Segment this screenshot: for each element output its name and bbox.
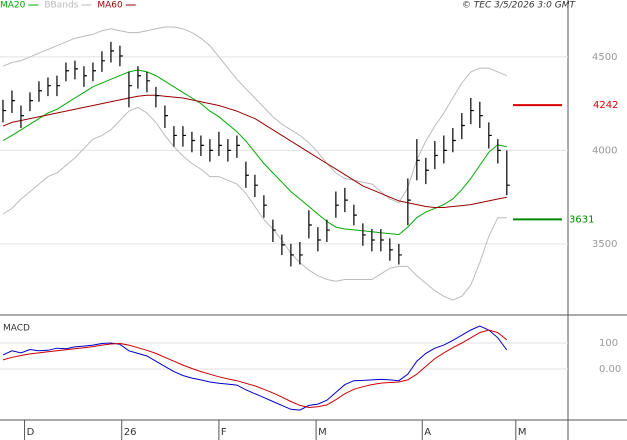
- legend-label: MA60: [97, 1, 123, 11]
- price-bar: [326, 219, 330, 243]
- price-bar: [389, 238, 393, 261]
- macd-line: [2, 329, 508, 409]
- price-bar: [308, 210, 312, 239]
- price-bar: [479, 101, 483, 128]
- price-bar: [272, 219, 276, 243]
- ma-line: [2, 69, 507, 236]
- price-bar: [434, 141, 438, 170]
- price-bar: [29, 92, 33, 112]
- price-bar: [119, 45, 123, 67]
- price-bar: [92, 62, 96, 82]
- price-bar: [461, 113, 465, 140]
- price-bar: [128, 71, 132, 108]
- price-bar: [416, 139, 420, 181]
- price-bar: [74, 60, 78, 80]
- price-bar: [425, 157, 429, 185]
- price-bar: [56, 75, 60, 97]
- price-bar: [317, 227, 321, 252]
- macd-line: [2, 325, 508, 411]
- price-bar: [290, 243, 294, 267]
- price-bar: [353, 204, 357, 226]
- price-bar: [299, 242, 303, 265]
- price-bar: [182, 126, 186, 147]
- price-bar: [380, 228, 384, 252]
- price-bar: [281, 234, 285, 256]
- price-bar: [371, 228, 375, 252]
- x-tick-label: M: [518, 427, 527, 438]
- price-bar: [110, 41, 114, 63]
- price-bar: [38, 81, 42, 102]
- price-bar: [218, 131, 222, 157]
- panel-title: MACD: [3, 324, 30, 334]
- price-bar: [236, 135, 240, 158]
- price-bar: [263, 195, 267, 218]
- ma-line: [2, 94, 507, 208]
- price-bar: [146, 71, 150, 93]
- x-tick-label: A: [424, 427, 431, 438]
- y-tick-label: 100: [599, 338, 618, 349]
- price-bar: [164, 105, 168, 128]
- price-bar: [254, 174, 258, 198]
- price-bar: [200, 135, 204, 157]
- price-bar: [362, 223, 366, 246]
- price-bar: [443, 135, 447, 164]
- price-bar: [173, 126, 177, 147]
- price-bar: [488, 122, 492, 149]
- price-bar: [335, 191, 339, 218]
- price-bar: [191, 131, 195, 153]
- price-bar: [65, 62, 69, 82]
- price-bar: [227, 139, 231, 162]
- price-bar: [245, 161, 249, 188]
- price-bar: [155, 86, 159, 108]
- price-bar: [398, 243, 402, 265]
- legend-label: BBands: [44, 1, 78, 11]
- price-bar: [101, 51, 105, 72]
- legend-label: MA20: [0, 1, 26, 11]
- band-lower: [2, 106, 507, 301]
- price-bar: [11, 90, 15, 113]
- y-tick-label: 4500: [592, 52, 617, 63]
- price-bar: [20, 105, 24, 128]
- price-bar: [2, 99, 6, 123]
- price-bar: [497, 139, 501, 164]
- price-bar: [407, 178, 411, 226]
- y-tick-label: 4000: [592, 145, 617, 156]
- price-bar: [506, 150, 510, 196]
- band-upper: [2, 26, 507, 204]
- price-bar: [452, 127, 456, 153]
- price-bar: [83, 66, 87, 87]
- y-tick-label: 3500: [592, 239, 617, 250]
- chart-title: © TEC 3/5/2026 3:0 GMT: [462, 1, 577, 11]
- price-bar: [470, 98, 474, 125]
- x-tick-label: 26: [124, 427, 137, 438]
- level-label: 4242: [593, 100, 618, 111]
- price-bar: [47, 77, 51, 97]
- level-label: 3631: [569, 214, 594, 225]
- x-tick-label: F: [221, 427, 227, 438]
- price-bar: [137, 66, 141, 89]
- y-tick-label: 0.00: [599, 364, 621, 375]
- x-tick-label: M: [318, 427, 327, 438]
- x-tick-label: D: [27, 427, 35, 438]
- price-bar: [344, 187, 348, 213]
- price-bar: [209, 139, 213, 162]
